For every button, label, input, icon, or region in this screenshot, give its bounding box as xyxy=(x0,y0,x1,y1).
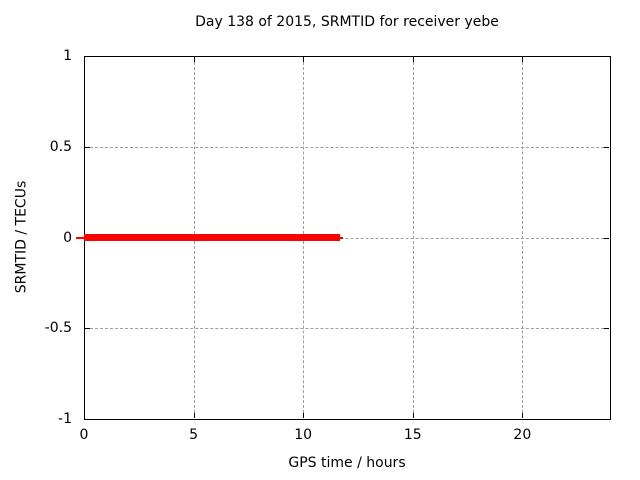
h-gridline xyxy=(85,237,609,239)
y-tick-mark xyxy=(604,146,609,148)
y-tick-label: -0.5 xyxy=(44,320,72,337)
h-gridline xyxy=(85,146,609,148)
y-tick-mark xyxy=(604,237,609,239)
x-tick-label: 10 xyxy=(294,427,313,443)
x-tick-label: 0 xyxy=(79,427,89,443)
y-tick-mark xyxy=(85,56,90,57)
series-line-cap xyxy=(340,236,344,239)
y-tick-mark xyxy=(85,328,90,330)
x-tick-label: 20 xyxy=(513,427,532,443)
y-tick-label: -1 xyxy=(58,411,72,427)
x-tick-mark xyxy=(84,413,85,418)
x-axis-label: GPS time / hours xyxy=(288,455,406,471)
y-tick-label: 0.5 xyxy=(49,138,72,155)
h-gridline xyxy=(85,328,609,330)
x-tick-label: 5 xyxy=(189,427,199,443)
y-tick-mark xyxy=(604,328,609,330)
y-tick-mark xyxy=(85,419,90,420)
x-tick-mark xyxy=(412,413,414,418)
series-line-cap xyxy=(76,236,84,239)
x-tick-mark xyxy=(193,413,195,418)
y-tick-mark xyxy=(604,56,609,57)
y-tick-label: 1 xyxy=(63,48,72,64)
y-tick-mark xyxy=(85,146,90,148)
y-tick-mark xyxy=(604,419,609,420)
series-line xyxy=(84,234,341,241)
x-tick-label: 15 xyxy=(403,427,422,443)
x-tick-mark xyxy=(522,57,524,62)
y-tick-label: 0 xyxy=(63,229,72,246)
x-tick-mark xyxy=(84,57,85,62)
x-tick-mark xyxy=(303,57,305,62)
x-tick-mark xyxy=(412,57,414,62)
x-tick-mark xyxy=(193,57,195,62)
x-tick-mark xyxy=(303,413,305,418)
chart-title: Day 138 of 2015, SRMTID for receiver yeb… xyxy=(195,14,499,30)
x-tick-mark xyxy=(522,413,524,418)
